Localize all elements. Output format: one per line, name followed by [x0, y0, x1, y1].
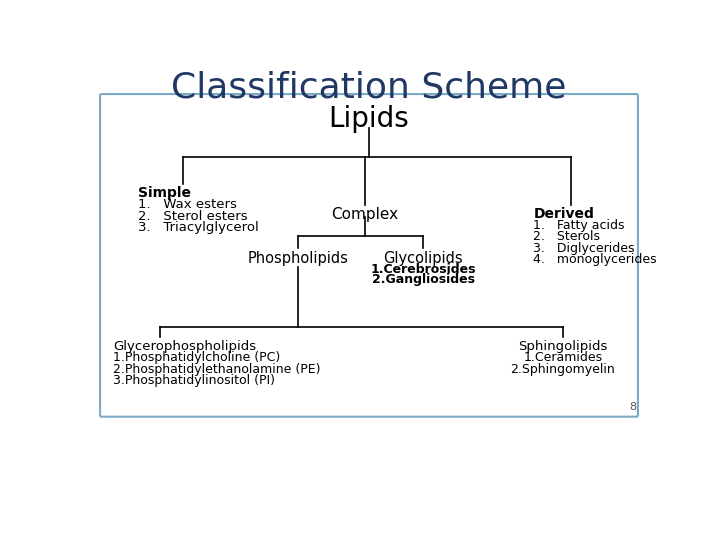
Text: 2.   Sterols: 2. Sterols	[534, 231, 600, 244]
Text: Sphingolipids: Sphingolipids	[518, 340, 608, 353]
Text: 2.Phosphatidylethanolamine (PE): 2.Phosphatidylethanolamine (PE)	[113, 363, 320, 376]
Text: 3.   Triacylglycerol: 3. Triacylglycerol	[138, 221, 258, 234]
Text: 2.Gangliosides: 2.Gangliosides	[372, 273, 474, 286]
Text: 1.   Fatty acids: 1. Fatty acids	[534, 219, 625, 232]
Text: Lipids: Lipids	[328, 105, 410, 133]
FancyBboxPatch shape	[100, 94, 638, 417]
Text: 8: 8	[629, 402, 636, 413]
Text: 1.   Wax esters: 1. Wax esters	[138, 198, 237, 211]
Text: 3.Phosphatidylinositol (PI): 3.Phosphatidylinositol (PI)	[113, 374, 275, 387]
Text: Phospholipids: Phospholipids	[247, 251, 348, 266]
Text: Classification Scheme: Classification Scheme	[171, 71, 567, 105]
Text: 1.Ceramides: 1.Ceramides	[523, 351, 603, 364]
Text: 4.   monoglycerides: 4. monoglycerides	[534, 253, 657, 266]
Text: Derived: Derived	[534, 207, 594, 221]
Text: 2.   Sterol esters: 2. Sterol esters	[138, 210, 248, 222]
Text: 3.   Diglycerides: 3. Diglycerides	[534, 242, 635, 255]
Text: 2.Sphingomyelin: 2.Sphingomyelin	[510, 363, 615, 376]
Text: 1.Phosphatidylcholine (PC): 1.Phosphatidylcholine (PC)	[113, 351, 281, 364]
Text: Glycerophospholipids: Glycerophospholipids	[113, 340, 256, 353]
Text: Glycolipids: Glycolipids	[384, 251, 463, 266]
Text: Complex: Complex	[332, 207, 399, 222]
Text: Simple: Simple	[138, 186, 191, 200]
Text: 1.Cerebrosides: 1.Cerebrosides	[371, 262, 476, 276]
